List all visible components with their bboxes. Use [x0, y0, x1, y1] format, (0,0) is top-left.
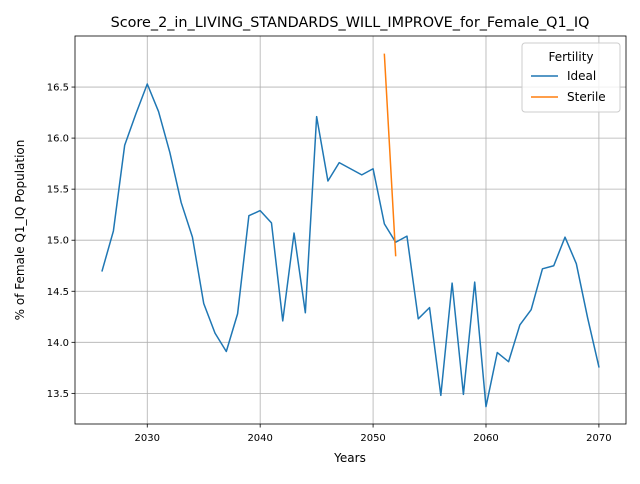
x-axis-ticks: 2030 2040 2050 2060 2070 [135, 424, 612, 444]
y-tick-label: 16.0 [47, 134, 69, 145]
y-tick-label: 15.0 [47, 236, 69, 247]
x-tick-label: 2040 [247, 433, 272, 444]
series-line-ideal [101, 83, 600, 408]
legend-box [521, 42, 621, 113]
y-tick-label: 13.5 [47, 389, 69, 400]
y-axis-ticks: 13.5 14.0 14.5 15.0 15.5 16.0 16.5 [47, 83, 75, 400]
legend-label-sterile: Sterile [567, 90, 606, 104]
x-tick-label: 2050 [360, 433, 385, 444]
y-tick-label: 14.0 [47, 338, 69, 349]
x-tick-label: 2060 [473, 433, 498, 444]
series-lines [101, 53, 600, 408]
x-axis-label: Years [333, 451, 366, 465]
legend: Fertility Ideal Sterile [521, 42, 621, 113]
x-tick-label: 2070 [586, 433, 611, 444]
chart-title: Score_2_in_LIVING_STANDARDS_WILL_IMPROVE… [111, 15, 590, 31]
y-tick-label: 16.5 [47, 83, 69, 94]
y-axis-label: % of Female Q1_IQ Population [13, 140, 27, 321]
y-tick-label: 14.5 [47, 287, 69, 298]
legend-title: Fertility [548, 50, 593, 64]
x-tick-label: 2030 [135, 433, 160, 444]
legend-label-ideal: Ideal [567, 69, 596, 83]
legend-entries: Ideal Sterile [531, 69, 606, 104]
plot-frame [74, 35, 627, 425]
y-tick-label: 15.5 [47, 185, 69, 196]
series-line-sterile [383, 53, 397, 257]
grid-lines [75, 36, 626, 424]
